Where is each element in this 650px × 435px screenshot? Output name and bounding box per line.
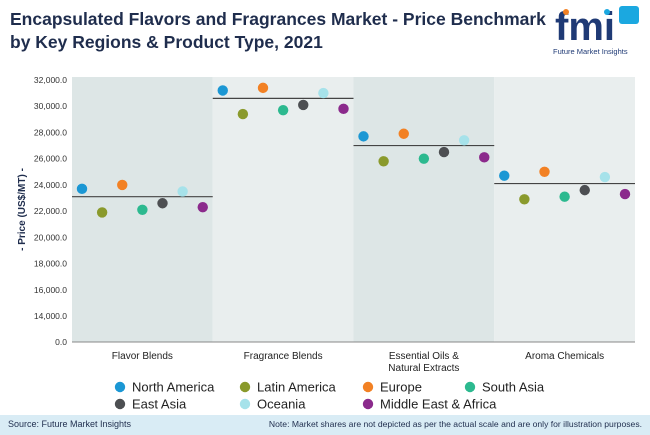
data-point <box>559 191 570 202</box>
data-point <box>338 103 349 115</box>
y-tick-label: 28,000.0 <box>34 127 67 137</box>
data-point <box>137 204 148 215</box>
data-point <box>539 166 550 177</box>
legend-marker <box>114 381 126 393</box>
data-point <box>237 108 249 120</box>
x-category-label: Flavor Blends <box>112 351 173 362</box>
fmi-logo: fmi <box>555 5 639 49</box>
data-point <box>117 179 128 191</box>
x-category-label: Aroma Chemicals <box>525 351 604 362</box>
legend-marker <box>239 398 251 410</box>
data-point <box>96 207 108 218</box>
x-category-label: Natural Extracts <box>388 363 459 374</box>
data-point <box>277 104 289 116</box>
note-text: Note: Market shares are not depicted as … <box>268 419 642 429</box>
data-point <box>579 184 590 196</box>
data-point <box>257 82 269 94</box>
data-point <box>599 171 611 183</box>
y-tick-label: 20,000.0 <box>34 232 67 242</box>
data-point <box>318 87 329 99</box>
legend-label: Latin America <box>257 380 337 395</box>
footer: Source: Future Market Insights Note: Mar… <box>0 415 650 435</box>
legend-marker <box>362 398 374 410</box>
data-point <box>438 146 450 158</box>
header: Encapsulated Flavors and Fragrances Mark… <box>0 0 650 62</box>
legend-marker <box>114 398 126 410</box>
x-category-label: Fragrance Blends <box>244 351 323 362</box>
y-tick-label: 0.0 <box>55 337 67 347</box>
price-benchmark-chart: 0.0 14,000.0 16,000.0 18,000.0 20,000.0 22,00… <box>17 75 635 412</box>
legend-label: South Asia <box>482 380 545 395</box>
chart-title: Encapsulated Flavors and Fragrances Mark… <box>10 9 546 52</box>
data-point <box>378 156 389 167</box>
category-panel <box>212 77 354 342</box>
data-point <box>519 194 530 205</box>
y-tick-label: 30,000.0 <box>34 101 67 111</box>
legend-label: Europe <box>380 380 422 395</box>
x-category-label: Essential Oils & <box>389 351 459 362</box>
category-panel <box>353 77 495 342</box>
data-point <box>479 152 490 163</box>
data-point <box>499 170 510 181</box>
y-tick-label: 16,000.0 <box>34 285 67 295</box>
y-tick-label: 22,000.0 <box>34 206 67 216</box>
y-tick-label: 14,000.0 <box>34 311 67 321</box>
data-point <box>298 99 309 111</box>
data-point <box>398 128 409 139</box>
logo-dot-blue <box>604 9 610 15</box>
legend-marker <box>239 381 251 393</box>
legend-marker <box>362 381 374 393</box>
data-point <box>458 135 470 146</box>
data-point <box>418 153 430 164</box>
source-text: Source: Future Market Insights <box>8 419 132 429</box>
data-point <box>157 198 168 209</box>
y-tick-label: 18,000.0 <box>34 259 67 269</box>
y-tick-label: 32,000.0 <box>34 75 67 85</box>
logo-chat-icon <box>619 6 639 24</box>
logo-dot-orange <box>563 9 569 15</box>
logo-caption: Future Market Insights <box>553 47 628 56</box>
data-point <box>177 186 188 197</box>
legend-marker <box>464 381 476 393</box>
legend-label: East Asia <box>132 397 187 412</box>
data-point <box>619 188 631 200</box>
legend-label: Oceania <box>257 397 306 412</box>
data-point <box>197 201 208 213</box>
data-point <box>358 131 369 142</box>
data-point <box>217 85 228 96</box>
category-panel <box>494 77 635 342</box>
legend-label: Middle East & Africa <box>380 397 497 412</box>
legend-label: North America <box>132 380 215 395</box>
y-tick-label: 24,000.0 <box>34 180 67 190</box>
y-axis-label: - Price (US$/MT) - <box>17 168 28 251</box>
data-point <box>76 183 88 195</box>
y-tick-label: 26,000.0 <box>34 154 67 164</box>
